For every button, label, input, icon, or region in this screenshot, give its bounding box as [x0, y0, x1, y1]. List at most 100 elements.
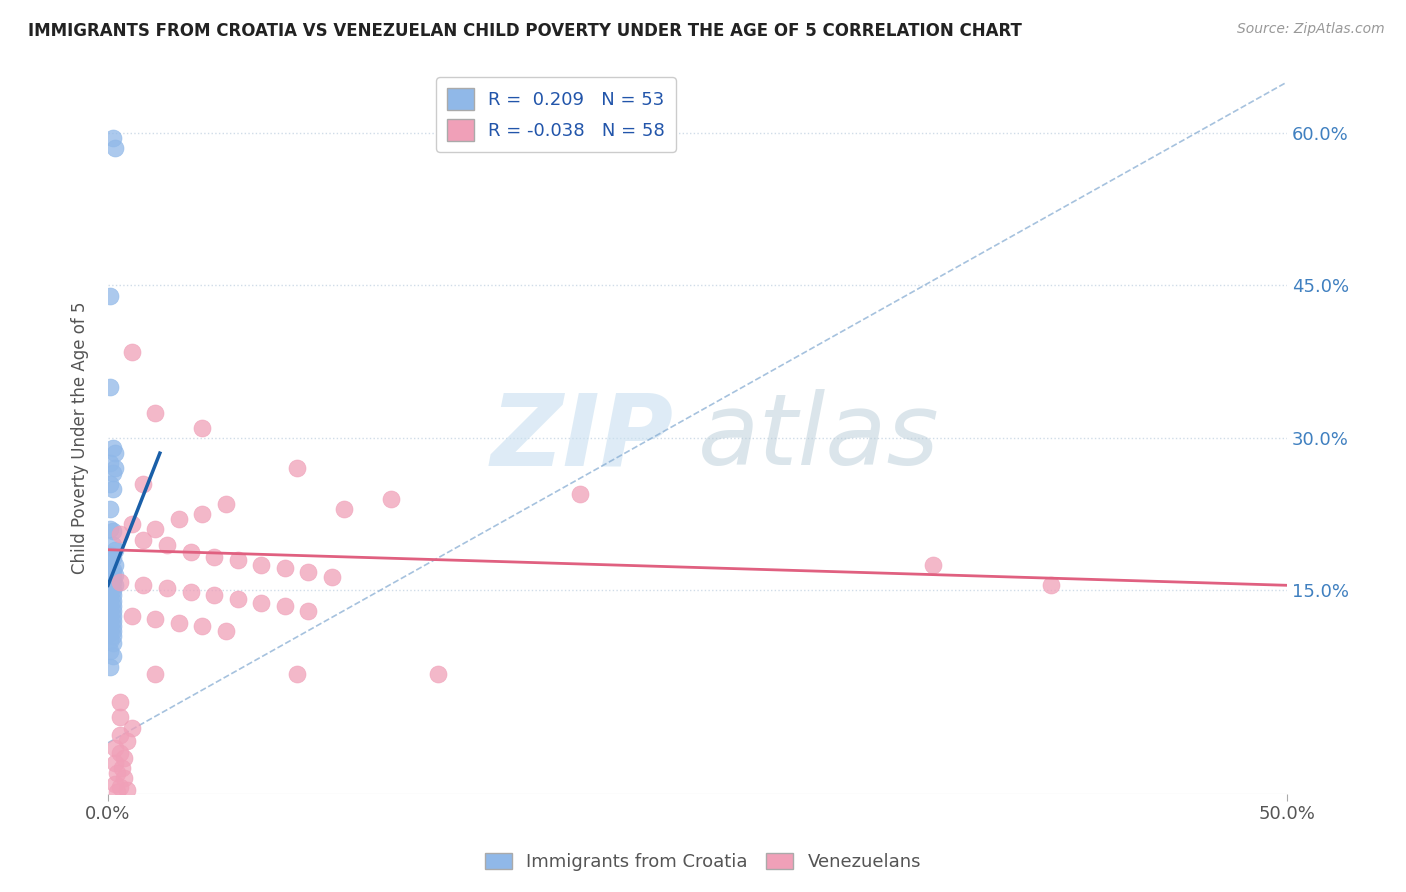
Point	[98, 626, 121, 640]
Point	[101, 563, 124, 577]
Point	[98, 585, 121, 599]
Point	[98, 612, 121, 626]
Point	[108, 746, 131, 760]
Point	[226, 591, 249, 606]
Point	[108, 728, 131, 742]
Legend: R =  0.209   N = 53, R = -0.038   N = 58: R = 0.209 N = 53, R = -0.038 N = 58	[436, 77, 676, 152]
Point	[121, 344, 143, 359]
Point	[156, 582, 179, 596]
Point	[98, 601, 121, 615]
Point	[226, 553, 249, 567]
Point	[167, 512, 190, 526]
Point	[143, 405, 166, 419]
Point	[101, 636, 124, 650]
Point	[380, 491, 402, 506]
Point	[167, 615, 190, 630]
Point	[104, 542, 127, 557]
Point	[143, 612, 166, 626]
Point	[101, 467, 124, 481]
Point	[1040, 578, 1063, 592]
Point	[156, 538, 179, 552]
Point	[285, 461, 308, 475]
Point	[332, 502, 354, 516]
Point	[297, 604, 319, 618]
Point	[98, 622, 121, 636]
Point	[297, 565, 319, 579]
Point	[107, 766, 129, 780]
Point	[98, 476, 121, 491]
Point	[104, 558, 127, 572]
Point	[104, 461, 127, 475]
Point	[115, 734, 138, 748]
Point	[111, 761, 134, 775]
Point	[143, 522, 166, 536]
Point	[427, 666, 450, 681]
Point	[202, 589, 225, 603]
Point	[98, 561, 121, 575]
Point	[215, 497, 238, 511]
Point	[191, 421, 214, 435]
Point	[179, 585, 201, 599]
Point	[104, 578, 127, 592]
Point	[132, 476, 155, 491]
Point	[191, 619, 214, 633]
Point	[98, 522, 121, 536]
Point	[101, 570, 124, 584]
Point	[108, 780, 131, 794]
Point	[101, 649, 124, 664]
Point	[108, 695, 131, 709]
Point	[115, 782, 138, 797]
Point	[101, 608, 124, 623]
Point	[285, 666, 308, 681]
Point	[108, 710, 131, 724]
Text: IMMIGRANTS FROM CROATIA VS VENEZUELAN CHILD POVERTY UNDER THE AGE OF 5 CORRELATI: IMMIGRANTS FROM CROATIA VS VENEZUELAN CH…	[28, 22, 1022, 40]
Point	[98, 380, 121, 394]
Point	[98, 456, 121, 470]
Point	[101, 604, 124, 618]
Point	[191, 507, 214, 521]
Point	[108, 575, 131, 590]
Point	[101, 624, 124, 638]
Point	[98, 596, 121, 610]
Point	[101, 599, 124, 613]
Point	[104, 568, 127, 582]
Text: ZIP: ZIP	[491, 390, 673, 486]
Point	[98, 548, 121, 562]
Point	[98, 615, 121, 630]
Point	[274, 561, 297, 575]
Point	[114, 772, 136, 786]
Point	[104, 740, 127, 755]
Point	[98, 288, 121, 302]
Point	[98, 555, 121, 569]
Point	[179, 545, 201, 559]
Point	[101, 538, 124, 552]
Point	[98, 580, 121, 594]
Point	[568, 487, 591, 501]
Y-axis label: Child Poverty Under the Age of 5: Child Poverty Under the Age of 5	[72, 301, 89, 574]
Point	[98, 591, 121, 606]
Point	[104, 776, 127, 790]
Point	[101, 619, 124, 633]
Point	[101, 131, 124, 145]
Point	[107, 784, 129, 798]
Point	[101, 593, 124, 607]
Text: Source: ZipAtlas.com: Source: ZipAtlas.com	[1237, 22, 1385, 37]
Point	[104, 141, 127, 155]
Point	[250, 596, 273, 610]
Point	[98, 644, 121, 658]
Point	[101, 589, 124, 603]
Point	[101, 575, 124, 590]
Point	[101, 524, 124, 539]
Point	[132, 533, 155, 547]
Point	[922, 558, 945, 572]
Point	[143, 666, 166, 681]
Point	[114, 751, 136, 765]
Point	[274, 599, 297, 613]
Point	[98, 573, 121, 587]
Point	[250, 558, 273, 572]
Point	[101, 482, 124, 496]
Point	[108, 527, 131, 541]
Point	[202, 549, 225, 564]
Point	[132, 578, 155, 592]
Point	[121, 608, 143, 623]
